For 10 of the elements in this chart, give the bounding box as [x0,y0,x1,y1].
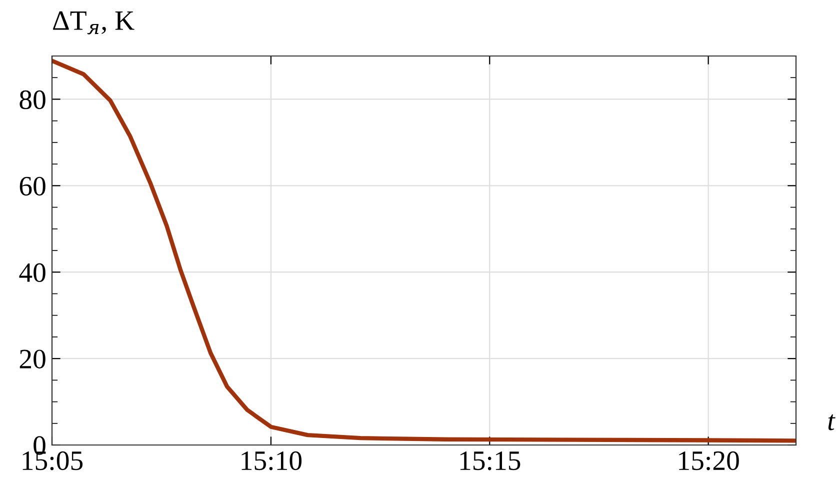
line-series [52,58,796,443]
x-tick-label: 15:20 [679,451,739,470]
x-tick-label: 15:15 [460,451,520,470]
y-tick-label: 80 [20,90,46,110]
x-axis-title: t [828,414,836,430]
y-tick-label: 60 [20,176,46,196]
y-tick-label: 20 [20,350,46,368]
x-tick-label: 15:10 [242,451,302,470]
y-tick-label: 40 [19,263,46,282]
y-axis-title: ΔT$_{я}$, K [53,11,134,34]
